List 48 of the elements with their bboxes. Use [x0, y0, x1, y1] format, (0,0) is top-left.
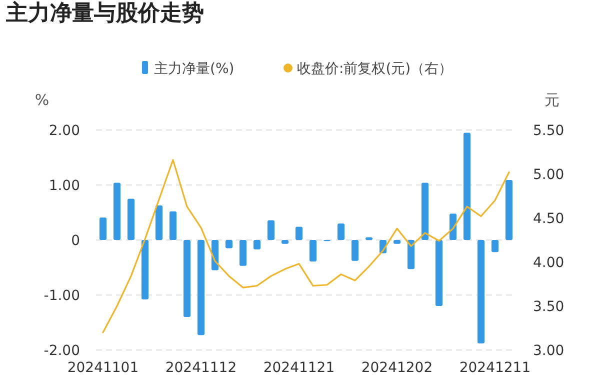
y-tick-label: 2.00: [48, 123, 80, 139]
bar: [464, 132, 470, 240]
x-tick-label: 20241202: [361, 360, 433, 375]
legend-label: 收盘价:前复权(元)（右）: [297, 61, 453, 77]
y-tick-label: 1.00: [48, 178, 80, 194]
bar: [310, 240, 316, 262]
legend-label: 主力净量(%): [154, 61, 234, 77]
bar: [352, 240, 358, 261]
bar: [240, 240, 246, 266]
x-tick-label: 20241112: [165, 360, 237, 375]
bar: [268, 220, 274, 240]
y2-axis-title: 元: [544, 91, 560, 109]
y2-tick-label: 5.00: [533, 167, 564, 183]
bar: [506, 180, 512, 240]
x-tick-label: 20241211: [459, 360, 531, 375]
chart-title: 主力净量与股价走势: [5, 0, 204, 26]
bar: [156, 205, 162, 240]
bar: [478, 240, 484, 344]
bar: [436, 240, 442, 306]
y-axis-title: %: [34, 91, 50, 109]
y2-tick-label: 4.50: [533, 211, 564, 227]
line-series: [102, 159, 510, 334]
y2-tick-label: 3.00: [533, 343, 564, 359]
bar: [394, 240, 400, 244]
bar: [226, 240, 232, 248]
x-tick-label: 20241121: [263, 360, 335, 375]
bar: [128, 198, 134, 240]
bar: [114, 182, 120, 240]
bar: [184, 240, 190, 317]
bar: [296, 226, 302, 240]
bar: [408, 240, 414, 270]
bar: [100, 217, 106, 240]
y-tick-label: -2.00: [44, 343, 80, 359]
y-tick-label: -1.00: [44, 288, 80, 304]
y-tick-label: 0: [71, 233, 80, 249]
bar: [282, 240, 288, 244]
bar: [450, 214, 456, 240]
y2-tick-label: 5.50: [533, 123, 564, 139]
bar: [170, 211, 176, 240]
bar: [198, 240, 204, 336]
x-tick-label: 20241101: [67, 360, 139, 375]
bar: [422, 182, 428, 240]
bar: [254, 240, 260, 250]
y2-tick-label: 3.50: [533, 299, 564, 315]
y2-tick-label: 4.00: [533, 255, 564, 271]
bar: [142, 240, 148, 300]
bar: [492, 240, 498, 252]
bar: [338, 224, 344, 240]
